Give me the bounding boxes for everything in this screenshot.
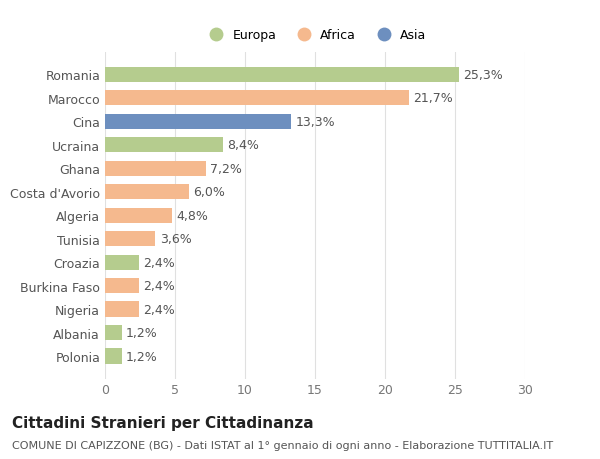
Text: 2,4%: 2,4% (143, 256, 175, 269)
Bar (105, 278, 139, 294)
Text: 2,4%: 2,4% (143, 303, 175, 316)
Bar (105, 231, 155, 247)
Text: 1,2%: 1,2% (126, 326, 158, 339)
Text: Cittadini Stranieri per Cittadinanza: Cittadini Stranieri per Cittadinanza (12, 415, 314, 431)
Text: 7,2%: 7,2% (210, 162, 242, 175)
Text: 3,6%: 3,6% (160, 233, 191, 246)
Text: 21,7%: 21,7% (413, 92, 453, 105)
Text: COMUNE DI CAPIZZONE (BG) - Dati ISTAT al 1° gennaio di ogni anno - Elaborazione : COMUNE DI CAPIZZONE (BG) - Dati ISTAT al… (12, 440, 553, 450)
Text: 8,4%: 8,4% (227, 139, 259, 152)
Bar (105, 208, 172, 224)
Bar (105, 302, 139, 317)
Bar (105, 255, 139, 270)
Bar (105, 185, 189, 200)
Text: 2,4%: 2,4% (143, 280, 175, 292)
Text: 25,3%: 25,3% (463, 69, 503, 82)
Bar (105, 325, 122, 341)
Text: 1,2%: 1,2% (126, 350, 158, 363)
Bar (105, 138, 223, 153)
Text: 6,0%: 6,0% (193, 186, 225, 199)
Bar (105, 349, 122, 364)
Text: 4,8%: 4,8% (176, 209, 208, 222)
Text: 13,3%: 13,3% (295, 116, 335, 129)
Bar (105, 161, 206, 177)
Bar (105, 91, 409, 106)
Bar (105, 114, 291, 129)
Legend: Europa, Africa, Asia: Europa, Africa, Asia (202, 27, 428, 45)
Bar (105, 67, 459, 83)
